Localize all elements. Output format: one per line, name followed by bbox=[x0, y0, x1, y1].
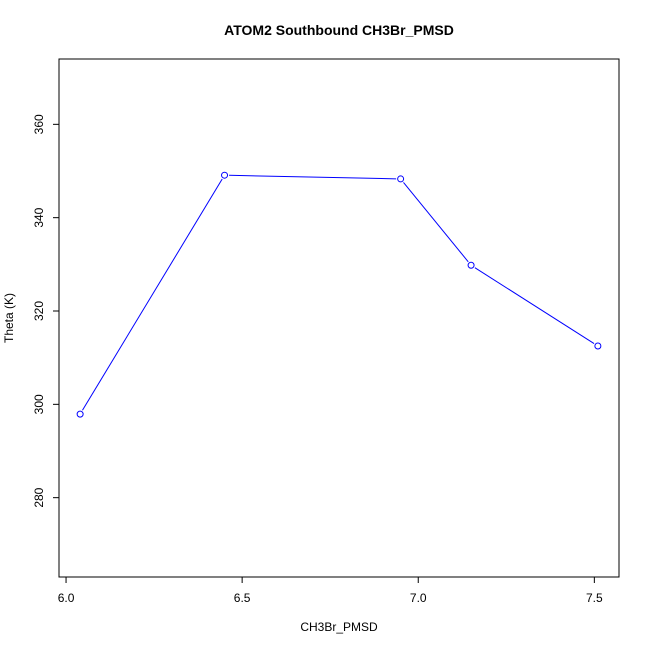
data-point bbox=[594, 342, 602, 350]
plot-area-frame bbox=[58, 58, 620, 578]
series-layer bbox=[76, 171, 602, 418]
x-axis: 6.0 6.5 7.0 7.5 bbox=[58, 576, 603, 605]
series-line-segment bbox=[229, 174, 397, 180]
y-tick-label: 360 bbox=[32, 114, 46, 134]
x-tick-label: 7.0 bbox=[410, 591, 427, 605]
series-line-segment bbox=[82, 178, 223, 411]
y-tick-label: 280 bbox=[32, 487, 46, 507]
data-point bbox=[397, 175, 405, 183]
x-axis-label: CH3Br_PMSD bbox=[300, 620, 378, 634]
x-tick-label: 6.0 bbox=[58, 591, 75, 605]
x-tick-label: 6.5 bbox=[234, 591, 251, 605]
y-tick-label: 300 bbox=[32, 394, 46, 414]
x-tick-label: 7.5 bbox=[586, 591, 603, 605]
data-point bbox=[76, 410, 84, 418]
y-axis-label: Theta (K) bbox=[2, 293, 16, 343]
series-line-segment bbox=[403, 182, 469, 263]
y-tick-label: 340 bbox=[32, 207, 46, 227]
chart-title: ATOM2 Southbound CH3Br_PMSD bbox=[224, 22, 454, 38]
series-line-segment bbox=[474, 267, 595, 345]
y-tick-label: 320 bbox=[32, 301, 46, 321]
y-axis: 280 300 320 340 360 bbox=[32, 114, 60, 508]
data-point bbox=[467, 261, 475, 269]
data-point bbox=[221, 171, 229, 179]
